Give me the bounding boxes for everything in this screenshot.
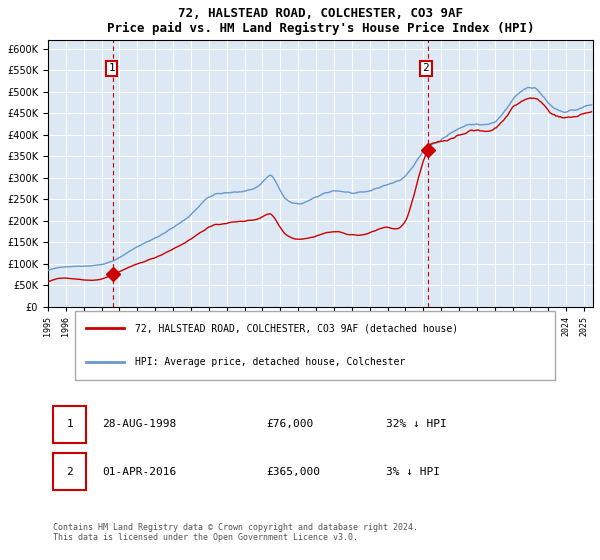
Text: 72, HALSTEAD ROAD, COLCHESTER, CO3 9AF (detached house): 72, HALSTEAD ROAD, COLCHESTER, CO3 9AF (… — [135, 324, 458, 334]
Text: HPI: Average price, detached house, Colchester: HPI: Average price, detached house, Colc… — [135, 357, 406, 367]
Text: 32% ↓ HPI: 32% ↓ HPI — [386, 419, 446, 430]
Text: 28-AUG-1998: 28-AUG-1998 — [103, 419, 176, 430]
FancyBboxPatch shape — [53, 453, 86, 491]
Text: 1: 1 — [67, 419, 73, 430]
Text: 1: 1 — [108, 63, 115, 73]
Text: 01-APR-2016: 01-APR-2016 — [103, 467, 176, 477]
Text: £76,000: £76,000 — [266, 419, 313, 430]
Text: 2: 2 — [67, 467, 73, 477]
FancyBboxPatch shape — [75, 311, 555, 380]
FancyBboxPatch shape — [53, 406, 86, 443]
Text: 3% ↓ HPI: 3% ↓ HPI — [386, 467, 440, 477]
Text: Contains HM Land Registry data © Crown copyright and database right 2024.
This d: Contains HM Land Registry data © Crown c… — [53, 522, 418, 542]
Text: 2: 2 — [422, 63, 430, 73]
Text: £365,000: £365,000 — [266, 467, 320, 477]
Title: 72, HALSTEAD ROAD, COLCHESTER, CO3 9AF
Price paid vs. HM Land Registry's House P: 72, HALSTEAD ROAD, COLCHESTER, CO3 9AF P… — [107, 7, 534, 35]
